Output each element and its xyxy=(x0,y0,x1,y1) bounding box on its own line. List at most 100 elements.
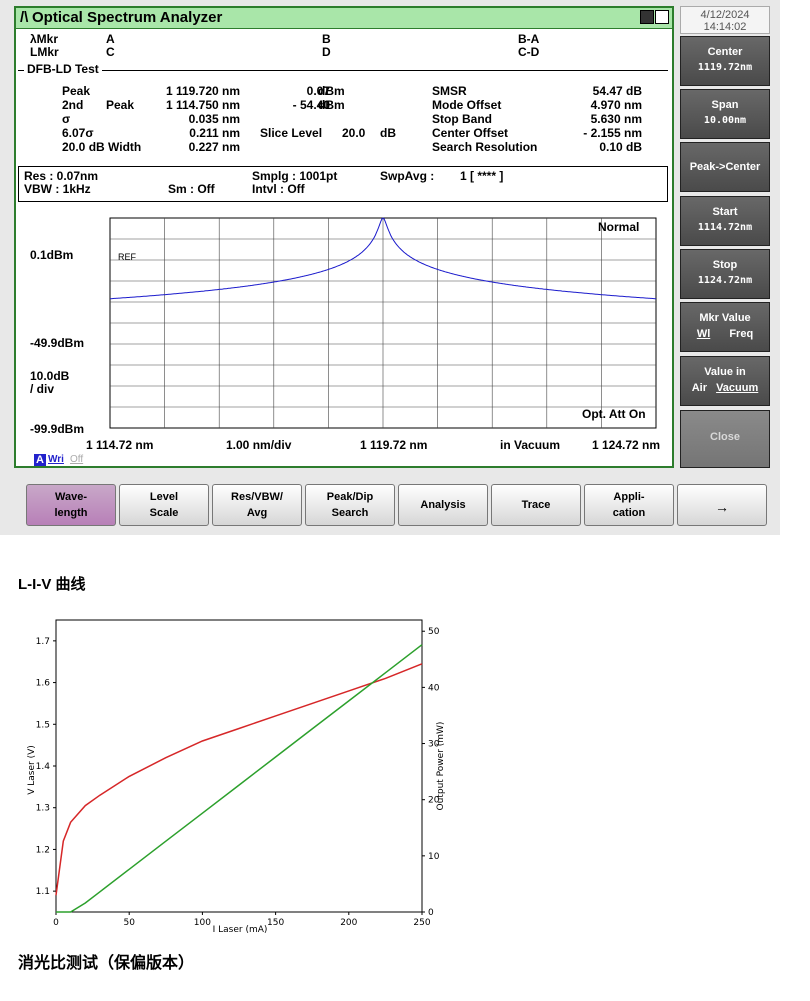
application-button[interactable]: Appli- cation xyxy=(584,484,674,526)
res-vbw-avg-line1: Res/VBW/ xyxy=(231,491,283,503)
x-tick-label: 200 xyxy=(340,918,357,928)
application-line1: Appli- xyxy=(613,491,645,503)
res-vbw-avg-line2: Avg xyxy=(246,507,268,519)
y-bottom-label: -99.9dBm xyxy=(30,422,85,436)
wavelength-button-line1: Wave- xyxy=(55,491,87,503)
optical-attenuator-status: Opt. Att On xyxy=(582,407,646,421)
peak-dip-line2: Search xyxy=(331,507,369,519)
search-resolution-label: Search Resolution xyxy=(432,140,538,154)
application-line2: cation xyxy=(612,507,646,519)
softkey-peak-to-center[interactable]: Peak->Center xyxy=(680,142,770,192)
marker-cd: C-D xyxy=(518,45,540,59)
spectrum-plot[interactable]: REF Normal Opt. Att On xyxy=(14,210,674,440)
smoothing-setting: Sm : Off xyxy=(168,182,215,196)
y-right-tick-label: 50 xyxy=(428,627,440,637)
peak-dip-search-button[interactable]: Peak/Dip Search xyxy=(305,484,395,526)
trace-a-badge[interactable]: A xyxy=(34,454,46,466)
sigma6-value: 0.211 nm xyxy=(189,126,240,140)
analysis-button[interactable]: Analysis xyxy=(398,484,488,526)
softkey-value-in-label: Value in xyxy=(704,366,746,378)
marker-d: D xyxy=(322,45,331,59)
sampling-setting: Smplg : 1001pt xyxy=(252,169,338,183)
sweep-average-value: 1 [ **** ] xyxy=(460,169,504,183)
softkey-start[interactable]: Start 1114.72nm xyxy=(680,196,770,246)
peak-label: Peak xyxy=(62,84,91,98)
second-peak-wavelength: 1 114.750 nm xyxy=(165,98,240,112)
y-left-tick-label: 1.2 xyxy=(36,845,50,855)
softkey-close[interactable]: Close xyxy=(680,410,770,468)
level-scale-line2: Scale xyxy=(149,507,179,519)
peak-dip-line1: Peak/Dip xyxy=(326,491,374,503)
softkey-marker-value[interactable]: Mkr Value Wl Freq xyxy=(680,302,770,352)
liv-right-axis-label: Output Power (mW) xyxy=(436,722,446,811)
softkey-start-label: Start xyxy=(712,206,738,218)
time-text: 14:14:02 xyxy=(703,21,747,33)
y-left-tick-label: 1.4 xyxy=(36,762,51,772)
res-vbw-avg-button[interactable]: Res/VBW/ Avg xyxy=(212,484,302,526)
level-scale-line1: Level xyxy=(149,491,179,503)
x-tick-label: 150 xyxy=(267,918,284,928)
x-start-label: 1 114.72 nm xyxy=(86,438,154,452)
liv-heading: L-I-V 曲线 xyxy=(18,576,86,593)
softkey-center[interactable]: Center 1119.72nm xyxy=(680,36,770,86)
osa-screen: /\ Optical Spectrum Analyzer λMkr A B B-… xyxy=(0,0,780,535)
softkey-span-label: Span xyxy=(711,99,739,111)
softkey-peak-to-center-label: Peak->Center xyxy=(689,161,761,173)
smsr-value: 54.47 dB xyxy=(592,84,642,98)
liv-x-axis-label: I Laser (mA) xyxy=(213,925,268,935)
x-tick-label: 250 xyxy=(413,918,430,928)
resolution-setting: Res : 0.07nm xyxy=(24,169,99,183)
y-right-tick-label: 20 xyxy=(428,796,440,806)
trace-write-label: Wri xyxy=(48,454,64,465)
x-stop-label: 1 124.72 nm xyxy=(592,438,661,452)
liv-left-axis-label: V Laser (V) xyxy=(27,745,37,795)
next-page-button[interactable]: → xyxy=(677,484,767,526)
peak-power-unit: dBm xyxy=(318,84,345,98)
dfb-section-title: DFB-LD Test xyxy=(24,62,102,76)
softkey-center-label: Center xyxy=(707,46,743,58)
x-medium-label: in Vacuum xyxy=(500,438,561,452)
section-divider xyxy=(18,70,668,71)
trace-button[interactable]: Trace xyxy=(491,484,581,526)
maximize-icon[interactable] xyxy=(655,10,669,24)
vacuum-option[interactable]: Vacuum xyxy=(716,382,759,394)
softkey-center-value: 1119.72nm xyxy=(697,62,753,73)
width-label: 20.0 dB Width xyxy=(62,140,142,154)
y-right-tick-label: 10 xyxy=(428,852,440,862)
center-offset-value: - 2.155 nm xyxy=(583,126,642,140)
marker-a: A xyxy=(106,32,115,46)
liv-chart: 0 50 100 150 200 250 1.1 1.2 1.3 1.4 1.5 1.6 1.7 0 10 2… xyxy=(27,619,446,935)
x-tick-label: 100 xyxy=(194,918,211,928)
smsr-label: SMSR xyxy=(432,84,467,98)
softkey-stop[interactable]: Stop 1124.72nm xyxy=(680,249,770,299)
frequency-option[interactable]: Freq xyxy=(729,328,754,340)
mode-offset-value: 4.970 nm xyxy=(590,98,642,112)
scale-unit-label: / div xyxy=(30,382,55,396)
wavelength-option[interactable]: Wl xyxy=(696,328,711,340)
softkey-value-in[interactable]: Value in Air Vacuum xyxy=(680,356,770,406)
peak-power: 0.07 xyxy=(306,84,330,98)
slice-level-unit: dB xyxy=(380,126,396,140)
trace-line1: Trace xyxy=(521,499,551,511)
air-option[interactable]: Air xyxy=(691,382,708,394)
marker-b: B xyxy=(322,32,331,46)
y-left-tick-label: 1.1 xyxy=(36,887,50,897)
slice-level-label: Slice Level xyxy=(260,126,323,140)
y-left-tick-label: 1.3 xyxy=(36,804,50,814)
liv-ticks: 0 50 100 150 200 250 1.1 1.2 1.3 1.4 1.5 1.6 1.7 0 10 2… xyxy=(36,627,440,928)
softkey-span-value: 10.00nm xyxy=(703,115,747,126)
y-left-tick-label: 1.6 xyxy=(36,679,51,689)
y-top-label: 0.1dBm xyxy=(30,248,74,262)
second-label: 2nd xyxy=(62,98,84,112)
minimize-icon[interactable] xyxy=(640,10,654,24)
softkey-span[interactable]: Span 10.00nm xyxy=(680,89,770,139)
wavelength-button[interactable]: Wave- length xyxy=(26,484,116,526)
date-text: 4/12/2024 xyxy=(700,9,750,21)
level-scale-button[interactable]: Level Scale xyxy=(119,484,209,526)
y-mid-label: -49.9dBm xyxy=(30,336,85,350)
power-series-line xyxy=(56,644,423,913)
x-tick-label: 50 xyxy=(123,918,135,928)
mode-offset-label: Mode Offset xyxy=(432,98,502,112)
softkey-start-value: 1114.72nm xyxy=(697,222,753,233)
x-tick-label: 0 xyxy=(53,918,59,928)
